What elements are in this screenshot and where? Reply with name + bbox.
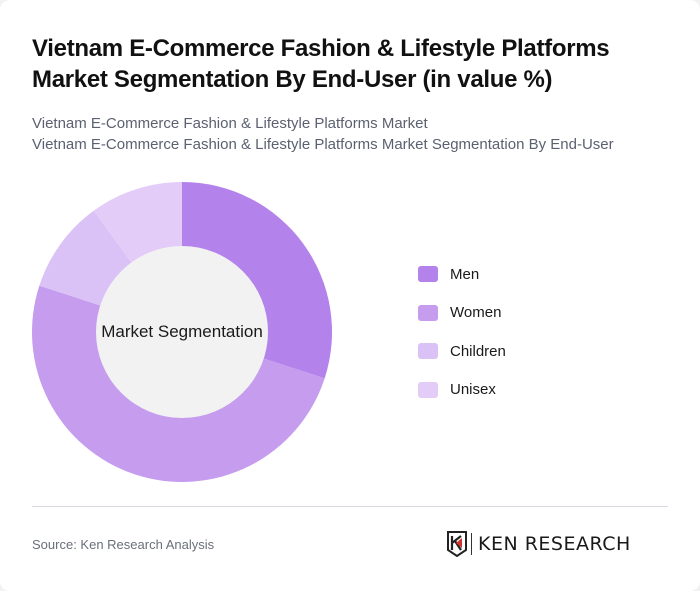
- legend-item-children[interactable]: Children: [418, 341, 506, 361]
- legend-swatch-icon: [418, 381, 438, 398]
- legend-swatch-icon: [418, 266, 438, 282]
- logo-separator: [471, 533, 472, 555]
- logo-text: KEN RESEARCH: [478, 533, 631, 555]
- legend-label: Women: [450, 304, 502, 321]
- legend-swatch-icon: [418, 304, 438, 321]
- chart-title: Vietnam E-Commerce Fashion & Lifestyle P…: [32, 35, 610, 93]
- source-note: Source: Ken Research Analysis: [32, 537, 215, 552]
- ken-research-logo: KEN RESEARCH: [447, 531, 631, 557]
- ken-research-shield-icon: [447, 531, 467, 557]
- legend-item-unisex[interactable]: Unisex: [418, 380, 506, 400]
- legend-item-women[interactable]: Women: [418, 303, 506, 323]
- footer-divider: [32, 506, 668, 507]
- donut-hole: [96, 246, 268, 418]
- subtitle-line-2: Vietnam E-Commerce Fashion & Lifestyle P…: [32, 136, 614, 153]
- donut-chart: [32, 182, 332, 482]
- legend-label: Children: [450, 342, 506, 360]
- legend-label: Men: [450, 265, 480, 283]
- legend-item-men[interactable]: Men: [418, 264, 506, 284]
- legend-swatch-icon: [418, 343, 438, 359]
- legend-label: Unisex: [450, 381, 496, 398]
- chart-subtitle: Vietnam E-Commerce Fashion & Lifestyle P…: [32, 113, 614, 155]
- chart-legend: Men Women Children Unisex: [418, 264, 506, 418]
- subtitle-line-1: Vietnam E-Commerce Fashion & Lifestyle P…: [32, 115, 428, 132]
